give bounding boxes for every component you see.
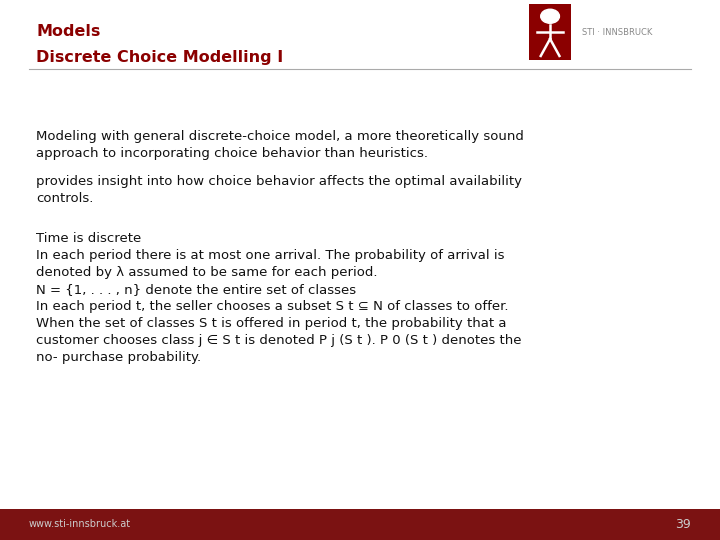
Text: Models: Models — [36, 24, 100, 39]
Text: Discrete Choice Modelling I: Discrete Choice Modelling I — [36, 50, 283, 65]
Text: 39: 39 — [675, 518, 691, 531]
Text: www.sti-innsbruck.at: www.sti-innsbruck.at — [29, 519, 131, 529]
Text: provides insight into how choice behavior affects the optimal availability
contr: provides insight into how choice behavio… — [36, 176, 522, 206]
Text: Modeling with general discrete-choice model, a more theoretically sound
approach: Modeling with general discrete-choice mo… — [36, 130, 524, 160]
FancyBboxPatch shape — [529, 4, 571, 60]
Circle shape — [541, 9, 559, 23]
FancyBboxPatch shape — [0, 509, 720, 540]
Text: Time is discrete
In each period there is at most one arrival. The probability of: Time is discrete In each period there is… — [36, 232, 521, 364]
Text: STI · INNSBRUCK: STI · INNSBRUCK — [582, 28, 652, 37]
